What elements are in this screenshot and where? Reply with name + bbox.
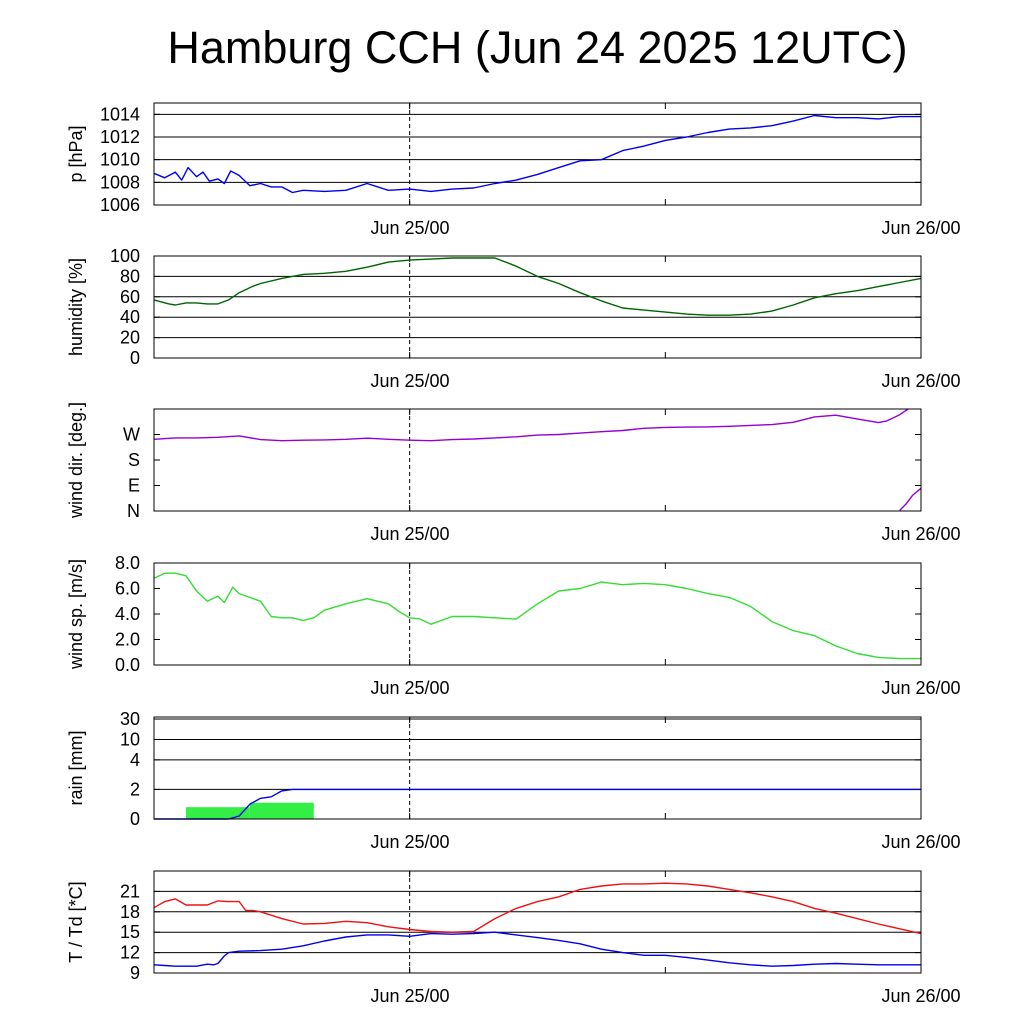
series-line-temperature (153, 882, 922, 935)
panel-wind_speed: 0.0 2.0 4.0 6.0 8.0 Jun 25/00 Jun 26/00 wind sp… (66, 553, 961, 698)
xtick-label: Jun 25/00 (370, 371, 449, 391)
xtick-label: Jun 25/00 (370, 832, 449, 852)
ytick-label-humidity: 20 (120, 328, 140, 348)
ytick-label-wind_dir: N (127, 501, 140, 521)
ytick-label-humidity: 80 (120, 266, 140, 286)
ytick-label-wind_dir: W (123, 425, 140, 445)
ytick-label-wind_dir: S (128, 450, 140, 470)
ylabel-pressure: p [hPa] (66, 125, 86, 182)
ytick-label-wind_dir: E (128, 476, 140, 496)
xtick-label: Jun 26/00 (881, 218, 960, 238)
xtick-label: Jun 25/00 (370, 524, 449, 544)
series-line-wind_speed (153, 572, 921, 660)
ytick-label-wind_speed: 2.0 (115, 630, 140, 650)
xtick-label: Jun 25/00 (370, 986, 449, 1006)
series-line-temperature (153, 931, 921, 967)
series-line-humidity (153, 257, 922, 316)
ytick-label-humidity: 0 (130, 348, 140, 368)
xtick-label: Jun 26/00 (881, 832, 960, 852)
plot-frame-rain (153, 716, 922, 820)
rain-bar (249, 802, 314, 819)
plot-frame-humidity (153, 255, 922, 359)
ytick-label-rain: 4 (130, 750, 140, 770)
ylabel-rain: rain [mm] (66, 730, 86, 805)
ytick-label-wind_speed: 4.0 (115, 604, 140, 624)
series-line-wind_dir (153, 408, 909, 442)
series-line-wind_dir (899, 487, 922, 511)
ytick-label-temperature: 12 (120, 943, 140, 963)
xtick-label: Jun 26/00 (881, 371, 960, 391)
ytick-label-rain: 30 (120, 709, 140, 729)
ytick-label-rain: 10 (120, 729, 140, 749)
ytick-label-pressure: 1014 (100, 104, 140, 124)
ytick-label-temperature: 15 (120, 922, 140, 942)
ytick-label-pressure: 1010 (100, 150, 140, 170)
xtick-label: Jun 25/00 (370, 678, 449, 698)
ytick-label-humidity: 60 (120, 287, 140, 307)
ytick-label-temperature: 21 (120, 881, 140, 901)
ytick-label-rain: 0 (130, 809, 140, 829)
ytick-label-wind_speed: 6.0 (115, 579, 140, 599)
ytick-label-pressure: 1006 (100, 195, 140, 215)
series-line-pressure (153, 114, 921, 194)
xtick-label: Jun 26/00 (881, 986, 960, 1006)
ytick-label-humidity: 100 (110, 246, 140, 266)
ytick-label-humidity: 40 (120, 307, 140, 327)
rain-bar (185, 807, 250, 819)
plot-frame-temperature (153, 870, 922, 974)
plot-frame-pressure (153, 102, 922, 206)
ytick-label-wind_speed: 0.0 (115, 655, 140, 675)
ylabel-wind_speed: wind sp. [m/s] (66, 559, 86, 670)
ytick-label-rain: 2 (130, 779, 140, 799)
ytick-label-wind_speed: 8.0 (115, 553, 140, 573)
ylabel-humidity: humidity [%] (66, 258, 86, 356)
xtick-label: Jun 26/00 (881, 678, 960, 698)
plot-frame-wind_dir (153, 408, 922, 512)
chart-title: Hamburg CCH (Jun 24 2025 12UTC) (167, 22, 908, 73)
xtick-label: Jun 25/00 (370, 218, 449, 238)
ylabel-wind_dir: wind dir. [deg.] (66, 402, 86, 519)
ytick-label-pressure: 1012 (100, 127, 140, 147)
ytick-label-pressure: 1008 (100, 172, 140, 192)
xtick-label: Jun 26/00 (881, 524, 960, 544)
ytick-label-temperature: 18 (120, 902, 140, 922)
plot-frame-wind_speed (153, 562, 922, 666)
ytick-label-temperature: 9 (130, 963, 140, 983)
ylabel-temperature: T / Td [*C] (66, 881, 86, 962)
